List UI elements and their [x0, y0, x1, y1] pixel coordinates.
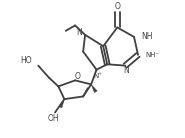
- Text: OH: OH: [48, 114, 60, 123]
- Text: HO: HO: [21, 56, 32, 65]
- Text: O: O: [75, 72, 81, 81]
- Text: O: O: [114, 2, 120, 11]
- Text: N⁺: N⁺: [93, 73, 102, 79]
- Text: N: N: [123, 67, 129, 75]
- Text: NH: NH: [141, 32, 153, 41]
- Polygon shape: [59, 99, 64, 108]
- Text: N: N: [77, 28, 83, 37]
- Text: NH⁻: NH⁻: [145, 52, 160, 58]
- Polygon shape: [91, 84, 97, 93]
